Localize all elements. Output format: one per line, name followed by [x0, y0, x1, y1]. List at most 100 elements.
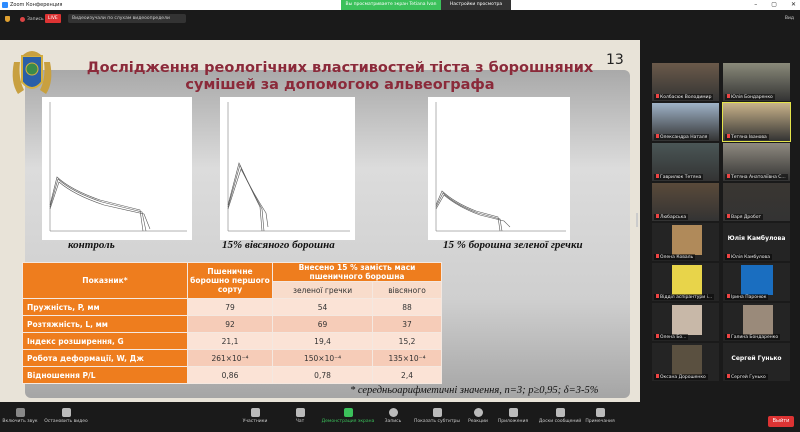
- cell: 15,2: [372, 332, 442, 350]
- cell: 88: [372, 298, 442, 316]
- stop-video-button[interactable]: Остановить видео: [36, 408, 96, 424]
- participant-tile[interactable]: Олена Коваль: [652, 223, 719, 261]
- chart-caption-buckwheat: 15 % борошна зеленої гречки: [443, 239, 583, 251]
- participant-video: [672, 305, 702, 335]
- muted-mic-icon: [727, 254, 730, 258]
- muted-mic-icon: [656, 94, 659, 98]
- participant-name-text: Олександра Наталя: [660, 135, 708, 140]
- chat-icon: [295, 408, 305, 417]
- participant-display-name: Сергей Гунько: [731, 355, 782, 362]
- alveogram-control: [42, 97, 192, 240]
- participant-name: Гаврилюк Тетяна: [654, 174, 704, 180]
- apps-button[interactable]: Приложения: [483, 408, 543, 424]
- participant-name-text: Варя Дробот: [731, 215, 762, 220]
- participant-tile[interactable]: Варя Дробот: [723, 183, 790, 221]
- speaker-dropdown[interactable]: Видеоизучали по слухам видеоопредели: [68, 14, 186, 23]
- cell: 37: [372, 315, 442, 333]
- participant-name-text: Гаврилюк Тетяна: [660, 175, 702, 180]
- participant-tile[interactable]: Юлія Бондаренко: [723, 63, 790, 101]
- cell: 79: [187, 298, 273, 316]
- header-indicator: Показник*: [22, 262, 188, 299]
- cell: 150×10⁻⁴: [271, 349, 374, 367]
- row-label: Відношення P/L: [22, 366, 188, 384]
- whiteboards-button[interactable]: Доски сообщений: [530, 408, 590, 424]
- label: Остановить видео: [44, 419, 88, 424]
- participant-tile[interactable]: Олександра Наталя: [652, 103, 719, 141]
- participant-tile[interactable]: Тетяна Анатоліївна С...: [723, 143, 790, 181]
- table-row: Пружність, P, мм 79 54 88: [22, 298, 442, 316]
- reactions-icon: [473, 408, 483, 417]
- record-button[interactable]: Запись: [363, 408, 423, 424]
- participant-tile[interactable]: Любарська: [652, 183, 719, 221]
- participants-button[interactable]: Участники: [225, 408, 285, 424]
- alveogram-green-buckwheat: [428, 97, 570, 240]
- muted-mic-icon: [15, 408, 25, 417]
- participant-name-text: Юлія Камбулова: [731, 255, 770, 260]
- table-row: Робота деформації, W, Дж 261×10⁻⁴ 150×10⁻⁴…: [22, 349, 442, 367]
- participant-name: Ірина Паронюк: [725, 294, 769, 300]
- captions-button[interactable]: Показать субтитры: [407, 408, 467, 424]
- label: Участники: [242, 419, 268, 424]
- minimize-button[interactable]: –: [754, 1, 758, 8]
- unmute-button[interactable]: Включить звук: [0, 408, 50, 424]
- share-screen-button[interactable]: Демонстрация экрана: [318, 408, 378, 424]
- view-button[interactable]: Вид: [784, 16, 794, 21]
- participant-tile[interactable]: Оксана Дорошенко: [652, 343, 719, 381]
- table-footnote: * середньоарифметичні значення, n=3; p≥0…: [350, 385, 599, 396]
- muted-mic-icon: [656, 134, 659, 138]
- participant-name: Любарська: [654, 214, 689, 220]
- row-label: Розтяжність, L, мм: [22, 315, 188, 333]
- cell: 0,78: [271, 366, 374, 384]
- participant-name: Оксана Дорошенко: [654, 374, 708, 380]
- meeting-toolbar: Включить звук Остановить видео Участники…: [0, 405, 800, 432]
- maximize-button[interactable]: ▢: [771, 1, 777, 8]
- label: Запись: [384, 419, 402, 424]
- participant-tile[interactable]: Колбасюк Володимир: [652, 63, 719, 101]
- slide-number: 13: [606, 52, 624, 68]
- participant-name: Колбасюк Володимир: [654, 94, 714, 100]
- participant-video: [672, 265, 702, 295]
- participant-name-text: Юлія Бондаренко: [731, 95, 773, 100]
- participant-name: Тетяна Іванова: [725, 134, 769, 140]
- row-label: Індекс розширення, G: [22, 332, 188, 350]
- label: Демонстрация экрана: [321, 419, 375, 424]
- participant-tile[interactable]: Гаврилюк Тетяна: [652, 143, 719, 181]
- table-row: Відношення P/L 0,86 0,78 2,4: [22, 366, 442, 384]
- participant-tile[interactable]: Відділ аспірантури і...: [652, 263, 719, 301]
- participant-video: [672, 225, 702, 255]
- chart-caption-control: контроль: [68, 239, 115, 251]
- participant-tile[interactable]: Ірина Паронюк: [723, 263, 790, 301]
- notes-icon: [595, 408, 605, 417]
- participant-tile[interactable]: Юлія Камбулова Юлія Камбулова: [723, 223, 790, 261]
- participant-tile[interactable]: Тетяна Іванова: [722, 102, 791, 142]
- reactions-button[interactable]: Реакции: [448, 408, 508, 424]
- splitter-handle[interactable]: [636, 213, 638, 227]
- participant-name: Варя Дробот: [725, 214, 764, 220]
- participant-name-text: Відділ аспірантури і...: [660, 295, 713, 300]
- header-group: Внесено 15 % замість маси пшеничного бор…: [272, 262, 442, 282]
- chat-button[interactable]: Чат: [270, 408, 330, 424]
- window-title: Zoom Конференция: [10, 2, 63, 8]
- participant-name: Юлія Бондаренко: [725, 94, 775, 100]
- view-options-button[interactable]: Настройки просмотра: [441, 0, 511, 10]
- participant-tile[interactable]: Сергей Гунько Сергей Гунько: [723, 343, 790, 381]
- cell: 261×10⁻⁴: [187, 349, 273, 367]
- security-shield-icon[interactable]: [5, 16, 10, 22]
- table-row: Індекс розширення, G 21,1 19,4 15,2: [22, 332, 442, 350]
- participant-name: Юлія Камбулова: [725, 254, 772, 260]
- leave-button[interactable]: Выйти: [768, 416, 794, 427]
- participant-tile[interactable]: Олена Бо...: [652, 303, 719, 341]
- muted-mic-icon: [656, 254, 659, 258]
- close-button[interactable]: ✕: [790, 1, 796, 8]
- alveogram-oat: [220, 97, 355, 240]
- participant-tile[interactable]: Галина Бондаренко: [723, 303, 790, 341]
- participant-name-text: Галина Бондаренко: [731, 335, 779, 340]
- cell: 135×10⁻⁴: [372, 349, 442, 367]
- table-row: Розтяжність, L, мм 92 69 37: [22, 315, 442, 333]
- live-badge[interactable]: LIVE: [45, 14, 61, 23]
- cell: 69: [271, 315, 374, 333]
- label: Показать субтитры: [414, 419, 460, 424]
- participant-name: Олена Коваль: [654, 254, 696, 260]
- notes-button[interactable]: Примечания: [570, 408, 630, 424]
- camera-icon: [61, 408, 71, 417]
